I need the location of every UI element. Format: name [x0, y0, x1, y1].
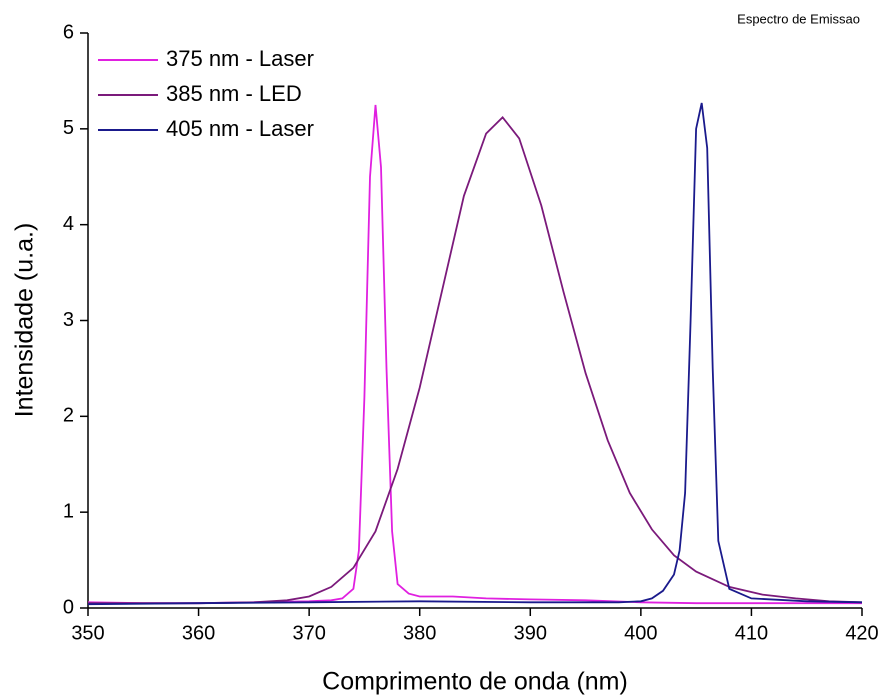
y-tick-label: 5 [63, 117, 74, 139]
series-line [87, 104, 862, 605]
x-tick-label: 370 [292, 622, 325, 644]
legend-label: 375 nm - Laser [166, 46, 314, 71]
y-tick-label: 0 [63, 596, 74, 618]
chart-title: Espectro de Emissao [737, 11, 860, 26]
x-tick-label: 380 [403, 622, 436, 644]
x-tick-label: 390 [514, 622, 547, 644]
x-tick-label: 360 [182, 622, 215, 644]
y-tick-label: 4 [63, 213, 74, 235]
y-tick-label: 2 [63, 405, 74, 427]
x-tick-label: 410 [735, 622, 768, 644]
y-tick-label: 3 [63, 309, 74, 331]
series-line [87, 102, 863, 606]
x-tick-label: 350 [71, 622, 104, 644]
y-tick-label: 1 [63, 500, 74, 522]
y-tick-label: 6 [63, 21, 74, 43]
series-line [88, 115, 863, 605]
legend-label: 405 nm - Laser [166, 116, 314, 141]
x-tick-label: 420 [845, 622, 878, 644]
x-tick-label: 400 [624, 622, 657, 644]
y-axis-label: Intensidade (u.a.) [11, 223, 39, 418]
legend-label: 385 nm - LED [166, 81, 302, 106]
x-axis-label: Comprimento de onda (nm) [322, 668, 628, 696]
